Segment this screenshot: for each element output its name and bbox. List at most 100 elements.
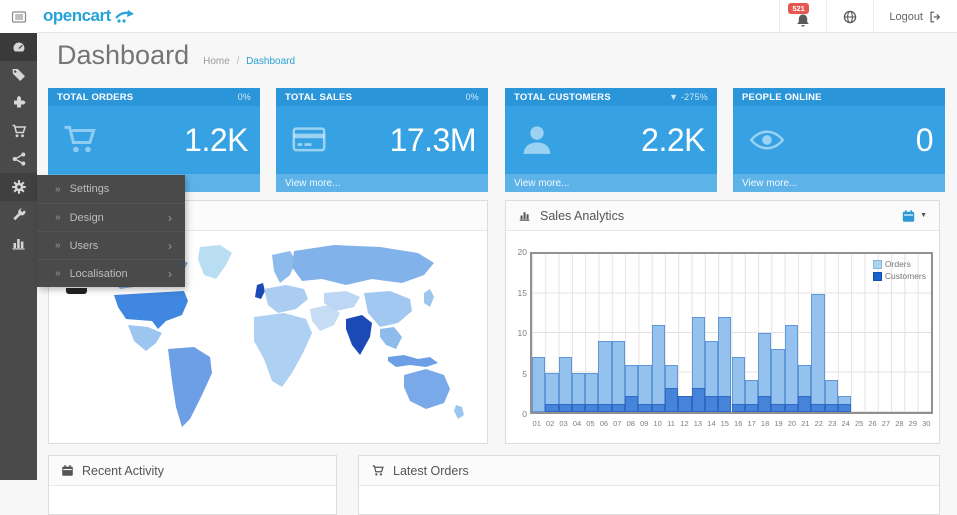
logout-button[interactable]: Logout <box>873 0 957 33</box>
bar-chart-icon <box>11 235 27 251</box>
breadcrumb: Home / Dashboard <box>203 56 295 67</box>
sidebar-toggle-button[interactable] <box>0 0 37 33</box>
legend-entry-orders: Orders <box>872 259 926 269</box>
x-tick-label: 16 <box>734 419 743 428</box>
sidebar-item-system[interactable] <box>0 173 37 201</box>
view-more-link[interactable]: View more... <box>276 174 488 192</box>
chart-bar-orders <box>611 340 626 412</box>
chart-bar-customers <box>678 396 692 412</box>
sidebar-item-catalog[interactable] <box>0 61 37 89</box>
y-tick-label: 10 <box>517 328 527 338</box>
breadcrumb-home-link[interactable]: Home <box>203 56 230 67</box>
tile-total-sales: TOTAL SALES 0% 17.3M View more... <box>276 88 488 192</box>
chart-bar-orders <box>651 325 665 412</box>
x-tick-label: 04 <box>572 419 582 428</box>
angle-double-right-icon: » <box>55 212 61 223</box>
tachometer-icon <box>11 39 27 55</box>
latest-orders-panel: Latest Orders <box>358 455 940 515</box>
tile-total-customers: TOTAL CUSTOMERS ▼ -275% 2.2K View more..… <box>505 88 717 192</box>
wrench-icon <box>11 207 27 223</box>
view-more-link[interactable]: View more... <box>505 174 717 192</box>
chart-bar-customers <box>664 388 679 412</box>
chart-bar-customers <box>744 404 759 412</box>
tile-header: PEOPLE ONLINE <box>733 88 945 106</box>
chart-panel-title: Sales Analytics <box>540 208 625 223</box>
opencart-logo[interactable]: opencart <box>43 6 135 26</box>
x-tick-label: 28 <box>895 419 904 428</box>
bar-chart-icon <box>518 209 532 222</box>
tile-title: TOTAL SALES <box>285 91 353 103</box>
puzzle-icon <box>11 95 27 111</box>
chart-bar-customers <box>704 396 719 412</box>
sidebar-item-tools[interactable] <box>0 201 37 229</box>
submenu-item-localisation[interactable]: » Localisation › <box>37 259 185 287</box>
sales-analytics-panel: Sales Analytics ▼ 0 5 10 15 20 Orders Custome… <box>505 200 940 444</box>
x-tick-label: 06 <box>599 419 609 428</box>
submenu-item-design[interactable]: » Design › <box>37 203 185 231</box>
latest-orders-title: Latest Orders <box>393 463 469 478</box>
submenu-label: Design <box>69 211 104 224</box>
eye-icon <box>745 121 789 159</box>
sidebar-nav <box>0 33 37 480</box>
chart-bar-customers <box>598 404 612 412</box>
x-tick-label: 05 <box>586 419 595 428</box>
legend-entry-customers: Customers <box>872 271 926 281</box>
tile-header: TOTAL CUSTOMERS ▼ -275% <box>505 88 717 106</box>
chart-y-axis: 0 5 10 15 20 <box>506 247 527 419</box>
view-more-link[interactable]: View more... <box>733 174 945 192</box>
chevron-right-icon: › <box>168 266 172 281</box>
x-tick-label: 12 <box>680 419 689 428</box>
breadcrumb-separator: / <box>236 56 240 67</box>
x-tick-label: 03 <box>559 419 568 428</box>
chart-panel-header: Sales Analytics ▼ <box>506 201 939 231</box>
submenu-label: Localisation <box>69 267 128 280</box>
chart-bar-customers <box>771 404 785 412</box>
x-tick-label: 26 <box>868 419 877 428</box>
x-tick-label: 08 <box>626 419 635 428</box>
tag-icon <box>11 67 27 83</box>
chart-x-axis: 01 02 03 04 05 06 07 08 09 10 11 12 13 14 15 16 17 18 19 20… <box>530 419 933 429</box>
chart-bar-customers <box>691 388 705 412</box>
sidebar-item-sales[interactable] <box>0 117 37 145</box>
recent-activity-header: Recent Activity <box>49 456 336 486</box>
chart-bar-customers <box>571 404 586 412</box>
x-tick-label: 27 <box>881 419 891 428</box>
submenu-item-users[interactable]: » Users › <box>37 231 185 259</box>
submenu-item-settings[interactable]: » Settings <box>37 175 185 203</box>
tile-body: 1.2K <box>48 106 260 174</box>
map-body <box>49 231 487 443</box>
chart-legend: Orders Customers <box>872 259 926 283</box>
chevron-right-icon: › <box>168 238 172 253</box>
cart-icon <box>60 121 102 159</box>
chart-bar-customers <box>824 404 838 412</box>
logo-text: opencart <box>43 6 111 25</box>
x-tick-label: 02 <box>545 419 555 428</box>
sidebar-item-reports[interactable] <box>0 229 37 257</box>
legend-swatch <box>872 259 882 269</box>
sidebar-item-extensions[interactable] <box>0 89 37 117</box>
date-range-button[interactable]: ▼ <box>901 209 927 223</box>
stores-button[interactable] <box>826 0 873 33</box>
globe-icon <box>842 9 858 25</box>
x-tick-label: 22 <box>814 419 823 428</box>
x-tick-label: 11 <box>667 419 675 428</box>
chart-bar-customers <box>811 404 825 412</box>
flyout-nub <box>66 288 87 294</box>
chevron-right-icon: › <box>168 210 172 225</box>
world-map[interactable] <box>58 237 478 437</box>
tile-title: TOTAL CUSTOMERS <box>514 91 611 103</box>
chart-bar-orders <box>598 340 612 412</box>
tile-body: 17.3M <box>276 106 488 174</box>
angle-double-right-icon: » <box>55 183 61 195</box>
chart-bar-customers <box>638 404 652 412</box>
notifications-button[interactable]: 521 <box>779 0 826 33</box>
page-title: Dashboard <box>57 40 190 70</box>
tile-header: TOTAL ORDERS 0% <box>48 88 260 106</box>
chart-bar-orders <box>532 356 546 412</box>
sidebar-item-dashboard[interactable] <box>0 33 37 61</box>
chart-bar-customers <box>731 404 745 412</box>
chart-bar-customers <box>758 396 772 412</box>
sidebar-item-marketing[interactable] <box>0 145 37 173</box>
system-submenu: » Settings » Design › » Users › » Locali… <box>37 175 185 287</box>
recent-activity-title: Recent Activity <box>82 463 164 478</box>
